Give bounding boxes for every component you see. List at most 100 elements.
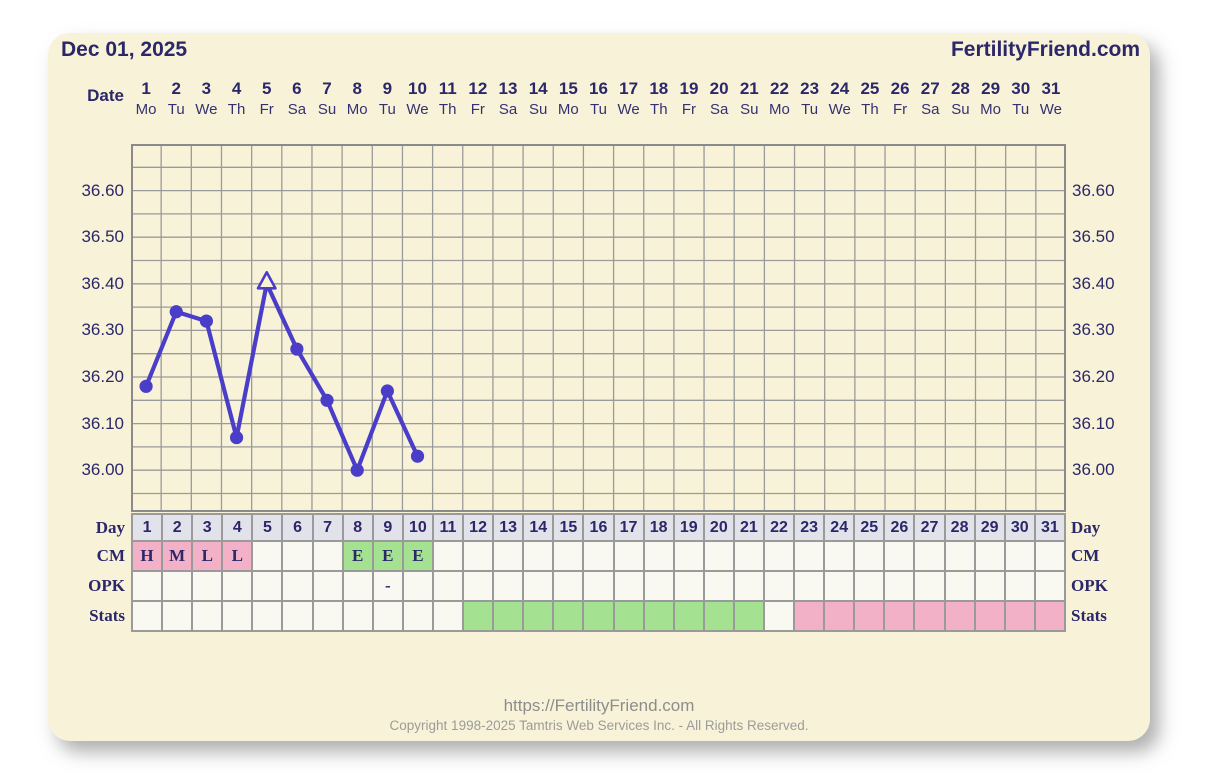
footer-url[interactable]: https://FertilityFriend.com [503,696,695,715]
stats-cell-day-10 [403,602,432,630]
cm-cell-day-23 [795,542,824,570]
cm-cell-day-17 [614,542,643,570]
weekday-label: Mo [135,101,157,118]
date-column-11: 11 Th [433,79,463,120]
cm-cell-day-22 [764,542,794,570]
date-column-7: 7 Su [312,79,342,120]
stats-cell-day-3 [193,602,222,630]
opk-cell-day-30 [1005,572,1034,600]
date-column-18: 18 Th [644,79,674,120]
date-column-21: 21 Su [734,79,764,120]
y-tick-label-right: 36.40 [1072,273,1115,293]
date-number: 24 [830,79,850,98]
cm-cell-day-11 [433,542,463,570]
daily-data-table: 1 2 3 4 5 6 7 8 9 10 11 12 13 14 15 16 17 18 19 20 21 22 23 24 2… [131,513,1066,632]
date-axis: 1 Mo 2 Tu 3 We 4 Th 5 Fr 6 Sa 7 Su 8 Mo 9 Tu 10 We 11 Th 12 Fr 1… [131,79,1066,125]
weekday-label: We [195,101,218,118]
date-number: 23 [800,79,820,98]
weekday-label: We [617,101,640,118]
opk-cell-day-23 [795,572,824,600]
day-cell-day-25: 25 [855,515,884,540]
weekday-label: Su [951,101,970,118]
date-column-8: 8 Mo [342,79,372,120]
stats-cell-day-21 [734,602,763,630]
temperature-point-triangle [256,271,277,290]
date-column-24: 24 We [825,79,855,120]
date-column-30: 30 Tu [1006,79,1036,120]
date-number: 10 [408,79,427,98]
weekday-label: Sa [921,101,940,118]
cm-cell-day-20 [704,542,733,570]
cm-cell-day-15 [554,542,583,570]
opk-cell-day-22 [764,572,794,600]
opk-cell-day-12 [464,572,493,600]
stats-cell-day-22 [764,602,794,630]
date-number: 16 [589,79,608,98]
row-label-stats-left: Stats [89,606,125,625]
opk-cell-day-11 [433,572,463,600]
stats-cell-day-29 [975,602,1004,630]
date-column-10: 10 We [402,79,432,120]
day-cell-day-15: 15 [554,515,583,540]
stats-cell-day-9 [373,602,402,630]
weekday-label: Tu [590,101,607,118]
day-cell-day-22: 22 [764,515,794,540]
date-column-27: 27 Sa [915,79,945,120]
cm-cell-day-14 [524,542,553,570]
day-cell-day-21: 21 [734,515,763,540]
weekday-label: Tu [167,101,185,118]
date-number: 1 [141,79,151,98]
weekday-label: We [406,101,429,118]
cm-cell-day-1: H [133,542,162,570]
bbt-chart [131,144,1066,512]
opk-cell-day-31 [1035,572,1064,600]
date-number: 22 [769,79,789,98]
cm-cell-day-18 [644,542,673,570]
stats-cell-day-8 [343,602,372,630]
weekday-label: Su [317,101,337,118]
weekday-label: Sa [709,101,729,118]
y-tick-label-right: 36.20 [1072,367,1115,386]
row-label-cm-right: CM [1071,546,1100,565]
row-label-day-right: Day [1071,517,1101,537]
stats-cell-day-4 [223,602,252,630]
opk-cell-day-10 [403,572,432,600]
cm-cell-day-4: L [223,542,252,570]
weekday-label: Fr [681,101,697,118]
opk-cell-day-13 [494,572,523,600]
weekday-label: Mo [980,101,1001,118]
date-number: 29 [981,79,1001,98]
date-column-15: 15 Mo [553,79,583,120]
date-number: 11 [438,79,457,98]
opk-cell-day-8 [343,572,372,600]
weekday-label: Mo [769,101,790,118]
date-number: 4 [231,79,242,98]
cm-cell-day-24 [825,542,854,570]
day-cell-day-2: 2 [163,515,192,540]
opk-cell-day-21 [734,572,763,600]
cm-cell-day-31 [1035,542,1064,570]
chart-border [131,144,1066,512]
stats-cell-day-16 [584,602,613,630]
cm-cell-day-29 [975,542,1004,570]
date-number: 7 [322,79,332,98]
day-cell-day-12: 12 [464,515,493,540]
y-tick-label-right: 36.60 [1072,180,1115,200]
stats-cell-day-19 [674,602,703,630]
opk-cell-day-3 [193,572,222,600]
y-tick-label-right: 36.10 [1072,413,1115,433]
temperature-point [380,384,394,398]
weekday-label: Fr [470,101,485,118]
date-number: 28 [950,79,970,98]
cm-cell-day-8: E [343,542,372,570]
cm-cell-day-7 [313,542,342,570]
cm-cell-day-21 [734,542,763,570]
y-tick-label-left: 36.30 [81,320,124,340]
weekday-label: Mo [346,101,368,118]
date-number: 17 [619,79,639,98]
weekday-label: Fr [893,101,908,118]
stats-cell-day-26 [885,602,914,630]
cm-cell-day-27 [915,542,944,570]
date-column-26: 26 Fr [885,79,915,120]
weekday-label: Tu [1012,101,1030,118]
